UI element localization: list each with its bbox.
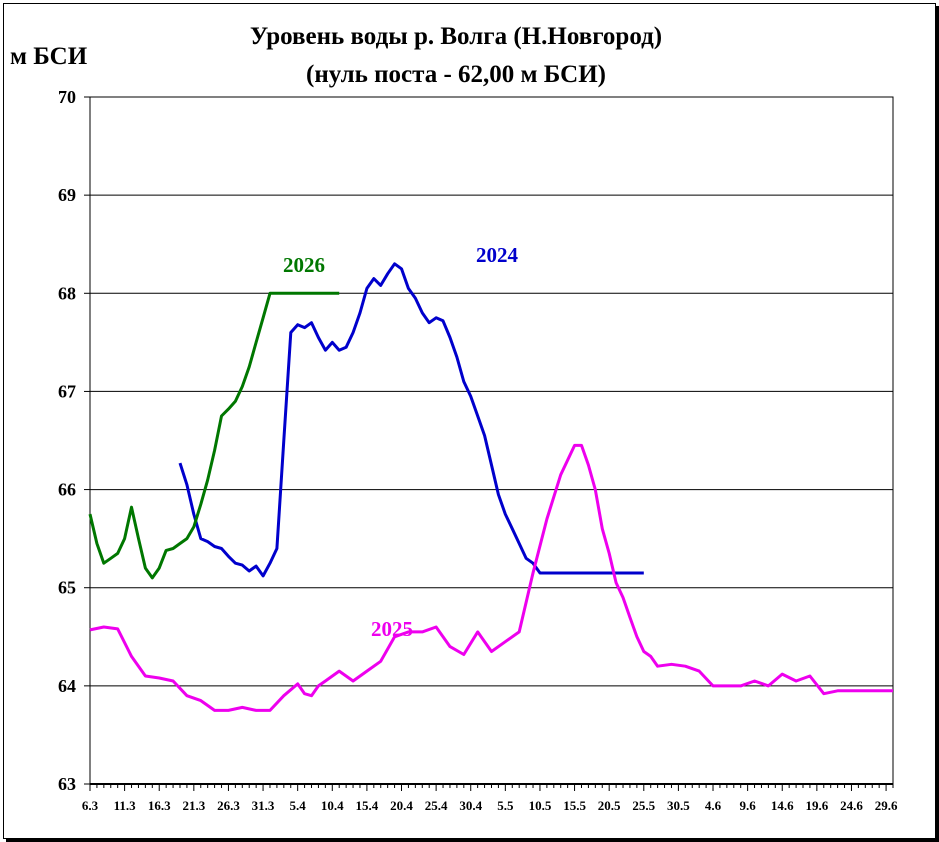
series-line-2024 — [178, 262, 644, 578]
y-tick-label: 65 — [58, 578, 76, 598]
x-tick-label: 20.5 — [598, 798, 621, 813]
y-tick-label: 69 — [58, 185, 76, 205]
x-tick-label: 6.3 — [82, 798, 99, 813]
chart-title: Уровень воды р. Волга (Н.Новгород) — [250, 23, 662, 50]
x-tick-label: 16.3 — [148, 798, 171, 813]
chart-subtitle: (нуль поста - 62,00 м БСИ) — [306, 61, 606, 88]
x-tick-label: 30.4 — [459, 798, 482, 813]
x-tick-label: 11.3 — [114, 798, 137, 813]
x-tick-label: 15.5 — [563, 798, 586, 813]
x-tick-label: 21.3 — [182, 798, 205, 813]
x-tick-label: 31.3 — [252, 798, 275, 813]
y-tick-label: 64 — [58, 676, 76, 696]
x-tick-label: 9.6 — [740, 798, 757, 813]
x-tick-label: 25.4 — [425, 798, 448, 813]
x-tick-label: 10.4 — [321, 798, 344, 813]
x-tick-label: 30.5 — [667, 798, 690, 813]
y-tick-label: 63 — [58, 774, 76, 794]
series-label-2025: 2025 — [371, 617, 413, 641]
y-tick-label: 70 — [58, 87, 76, 107]
x-tick-label: 24.6 — [840, 798, 863, 813]
series-line-2025 — [89, 443, 893, 712]
x-tick-label: 14.6 — [771, 798, 794, 813]
y-tick-label: 67 — [58, 381, 76, 401]
line-chart: Уровень воды р. Волга (Н.Новгород) (нуль… — [10, 23, 898, 813]
x-tick-label: 5.4 — [290, 798, 307, 813]
x-tick-label: 20.4 — [390, 798, 413, 813]
chart-frame: Уровень воды р. Волга (Н.Новгород) (нуль… — [3, 3, 936, 839]
x-tick-label: 5.5 — [497, 798, 514, 813]
x-tick-label: 4.6 — [705, 798, 722, 813]
x-tick-label: 15.4 — [356, 798, 379, 813]
x-tick-label: 19.6 — [805, 798, 828, 813]
series-line-2026 — [88, 291, 340, 580]
y-axis-label: м БСИ — [10, 43, 88, 70]
x-tick-label: 29.6 — [875, 798, 898, 813]
x-tick-label: 10.5 — [529, 798, 552, 813]
plot-area: 63 64 65 66 67 68 69 70 6.3 11.3 16.3 21.3 26.3 31.3 5… — [58, 87, 898, 813]
series-label-2026: 2026 — [283, 253, 325, 277]
series-label-2024: 2024 — [476, 243, 519, 267]
y-tick-label: 68 — [58, 283, 76, 303]
y-tick-label: 66 — [58, 480, 76, 500]
x-tick-label: 25.5 — [632, 798, 655, 813]
x-tick-label: 26.3 — [217, 798, 240, 813]
